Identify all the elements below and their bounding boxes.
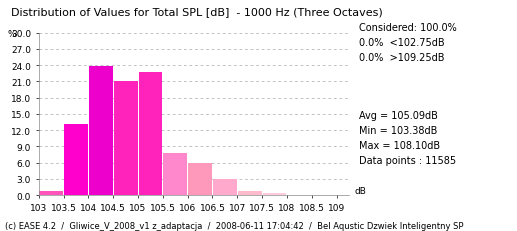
Bar: [238, 191, 262, 195]
Bar: [163, 153, 187, 195]
Bar: [139, 72, 162, 195]
Bar: [39, 191, 63, 195]
Text: Distribution of Values for Total SPL [dB]  - 1000 Hz (Three Octaves): Distribution of Values for Total SPL [dB…: [10, 7, 383, 17]
Bar: [114, 82, 138, 195]
Bar: [64, 124, 88, 195]
Bar: [213, 179, 237, 195]
Text: Considered: 100.0%
0.0%  <102.75dB
0.0%  >109.25dB: Considered: 100.0% 0.0% <102.75dB 0.0% >…: [359, 23, 457, 63]
Text: %: %: [8, 30, 17, 39]
Text: dB: dB: [354, 186, 366, 195]
Bar: [89, 67, 113, 195]
Bar: [188, 163, 212, 195]
Text: (c) EASE 4.2  /  Gliwice_V_2008_v1 z_adaptacja  /  2008-06-11 17:04:42  /  Bel A: (c) EASE 4.2 / Gliwice_V_2008_v1 z_adapt…: [5, 221, 464, 230]
Bar: [263, 194, 286, 195]
Text: Avg = 105.09dB
Min = 103.38dB
Max = 108.10dB
Data points : 11585: Avg = 105.09dB Min = 103.38dB Max = 108.…: [359, 111, 457, 165]
